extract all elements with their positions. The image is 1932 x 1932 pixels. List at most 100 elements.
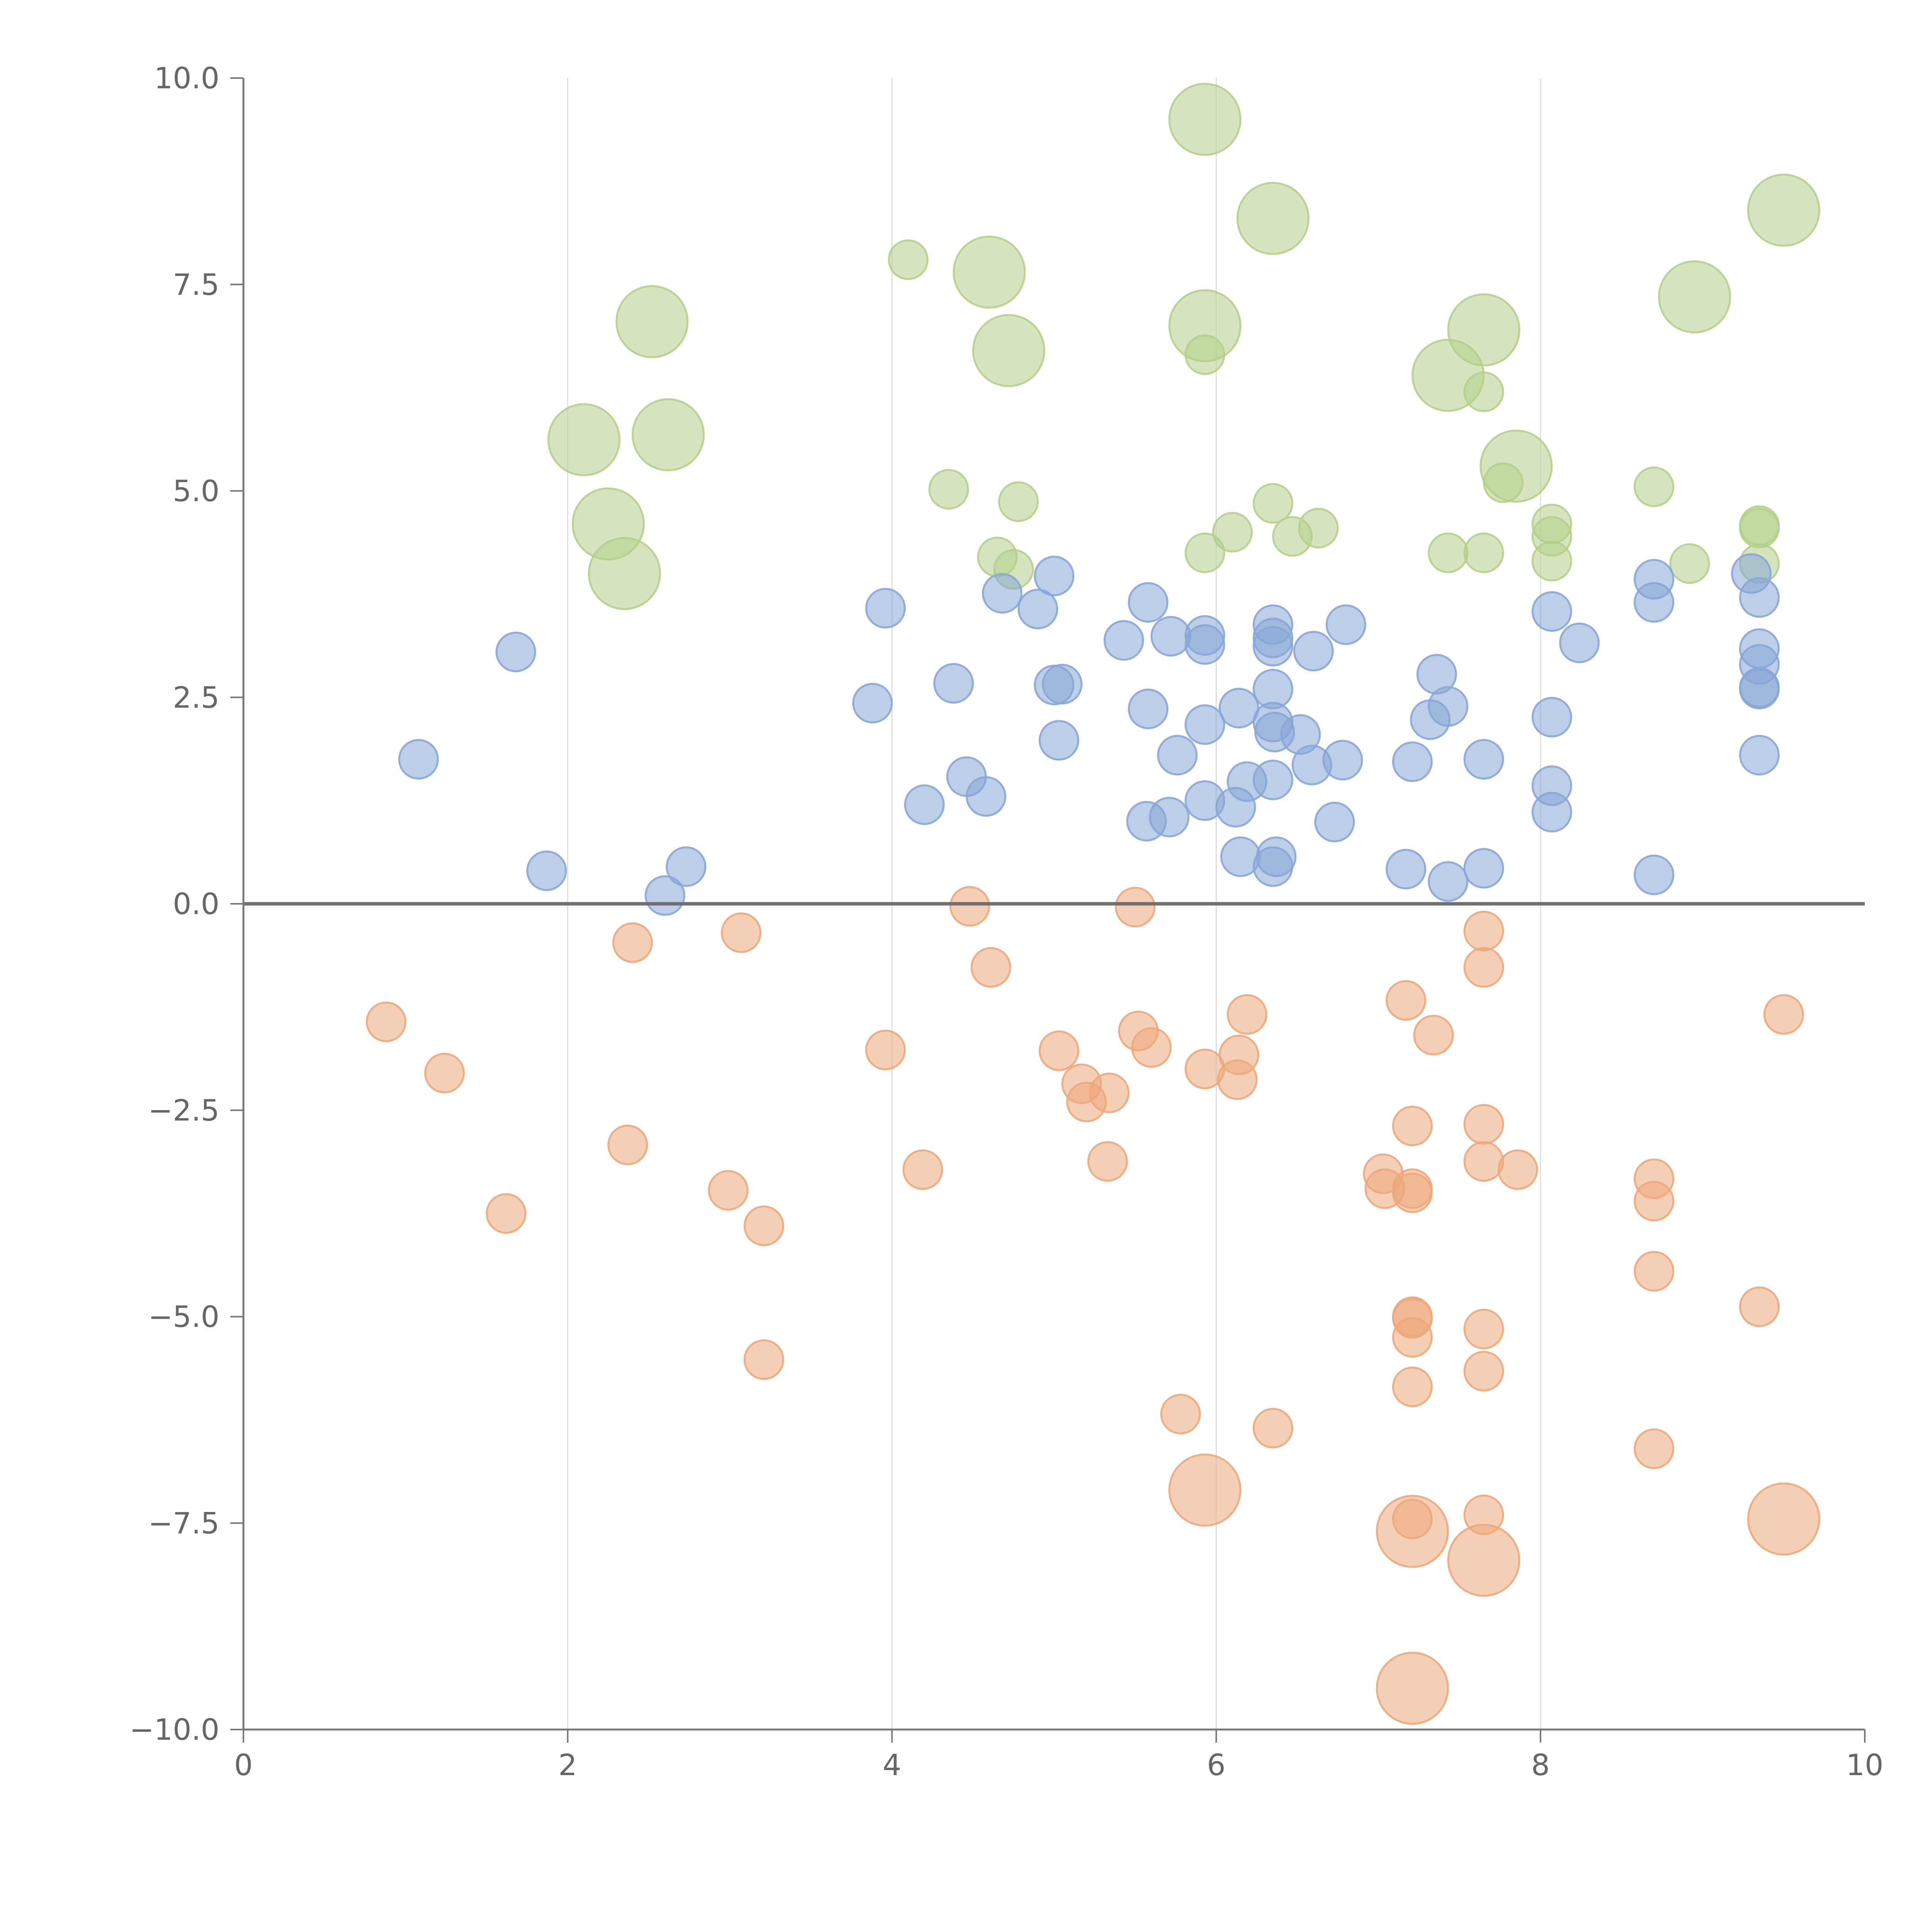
blue-bubble — [1252, 759, 1293, 800]
orange-bubble — [1252, 1408, 1293, 1449]
green-bubble — [1298, 508, 1339, 549]
green-bubble — [1669, 543, 1710, 584]
green-bubble — [547, 403, 621, 476]
orange-bubble — [1115, 887, 1156, 928]
blue-bubble — [904, 784, 945, 825]
green-bubble — [1236, 182, 1310, 255]
blue-bubble — [1428, 861, 1469, 902]
green-bubble — [1747, 173, 1820, 247]
x-tick-label: 4 — [883, 1748, 901, 1782]
orange-bubble — [1463, 911, 1504, 952]
blue-bubble — [1017, 588, 1058, 629]
orange-bubble — [721, 912, 762, 953]
orange-bubble — [612, 922, 653, 963]
green-bubble — [1739, 508, 1780, 549]
blue-bubble — [1739, 735, 1780, 776]
y-tick-label: −7.5 — [148, 1506, 219, 1540]
orange-bubble — [607, 1124, 648, 1165]
green-bubble — [588, 537, 661, 610]
blue-bubble — [1463, 739, 1504, 780]
blue-bubble — [933, 663, 974, 704]
orange-bubble — [1747, 1482, 1820, 1556]
green-bubble — [1428, 532, 1469, 573]
orange-bubble — [1039, 1030, 1080, 1071]
x-tick-label: 2 — [558, 1748, 577, 1782]
blue-bubble — [1184, 704, 1225, 745]
blue-bubble — [1034, 556, 1075, 597]
blue-bubble — [865, 588, 906, 629]
blue-bubble — [1149, 797, 1190, 838]
green-bubble — [1212, 512, 1253, 553]
blue-bubble — [1128, 689, 1168, 730]
blue-bubble — [1252, 626, 1293, 667]
blue-bubble — [1463, 848, 1504, 889]
orange-bubble — [1087, 1141, 1128, 1182]
blue-bubble — [1634, 582, 1675, 623]
blue-bubble — [495, 631, 536, 672]
orange-bubble — [865, 1029, 906, 1070]
blue-bubble — [852, 683, 893, 724]
blue-bubble — [1157, 735, 1198, 776]
orange-bubble — [743, 1339, 784, 1380]
orange-bubble — [1463, 1104, 1504, 1145]
blue-bubble — [1559, 622, 1600, 663]
blue-bubble — [1218, 688, 1259, 729]
blue-bubble — [1386, 849, 1427, 889]
blue-bubble — [1392, 741, 1433, 782]
orange-bubble — [708, 1170, 749, 1211]
blue-bubble — [1314, 801, 1355, 842]
blue-bubble — [398, 739, 439, 780]
orange-bubble — [1634, 1428, 1675, 1469]
orange-bubble — [1447, 1524, 1520, 1597]
blue-bubble — [1322, 740, 1363, 781]
blue-bubble — [966, 776, 1007, 817]
orange-bubble — [1376, 1651, 1449, 1725]
blue-bubble — [1103, 620, 1144, 661]
orange-bubble — [1386, 980, 1427, 1021]
green-bubble — [1463, 371, 1504, 412]
blue-bubble — [1184, 624, 1225, 665]
orange-bubble — [902, 1149, 943, 1190]
y-tick-label: 5.0 — [173, 474, 219, 508]
blue-bubble — [1325, 604, 1366, 645]
orange-bubble — [1218, 1034, 1259, 1075]
blue-bubble — [1293, 631, 1334, 672]
y-tick-label: −5.0 — [148, 1299, 219, 1334]
blue-bubble — [982, 573, 1023, 614]
orange-bubble — [1497, 1149, 1538, 1190]
orange-bubble — [1463, 1309, 1504, 1350]
y-tick-label: 7.5 — [173, 267, 219, 302]
y-tick-label: −2.5 — [148, 1093, 219, 1128]
green-bubble — [1483, 462, 1524, 503]
blue-bubble — [1634, 854, 1675, 895]
blue-bubble — [1739, 577, 1780, 618]
blue-bubble — [1039, 720, 1080, 761]
x-tick-label: 6 — [1207, 1748, 1225, 1782]
blue-bubble — [1531, 591, 1572, 632]
orange-bubble — [1160, 1394, 1201, 1435]
orange-bubble — [949, 886, 990, 927]
blue-bubble — [666, 846, 707, 887]
blue-bubble — [1128, 582, 1168, 623]
orange-bubble — [1392, 1172, 1433, 1213]
x-tick-label: 0 — [234, 1748, 253, 1782]
blue-bubble — [1739, 668, 1780, 709]
blue-bubble — [1150, 616, 1191, 657]
orange-bubble — [1763, 994, 1804, 1035]
y-tick-label: −10.0 — [129, 1713, 219, 1747]
x-tick-label: 8 — [1531, 1748, 1550, 1782]
green-bubble — [1184, 532, 1225, 573]
blue-bubble — [1428, 686, 1469, 727]
y-tick-label: 2.5 — [173, 680, 219, 714]
orange-bubble — [1392, 1366, 1433, 1407]
blue-bubble — [526, 850, 567, 891]
green-bubble — [888, 239, 929, 280]
green-bubble — [1531, 541, 1572, 582]
green-bubble — [1168, 83, 1242, 156]
orange-bubble — [1392, 1317, 1433, 1358]
green-bubble — [952, 235, 1026, 309]
orange-bubble — [1089, 1072, 1130, 1113]
green-bubble — [1634, 466, 1675, 507]
orange-bubble — [743, 1205, 784, 1246]
orange-bubble — [1226, 994, 1267, 1035]
